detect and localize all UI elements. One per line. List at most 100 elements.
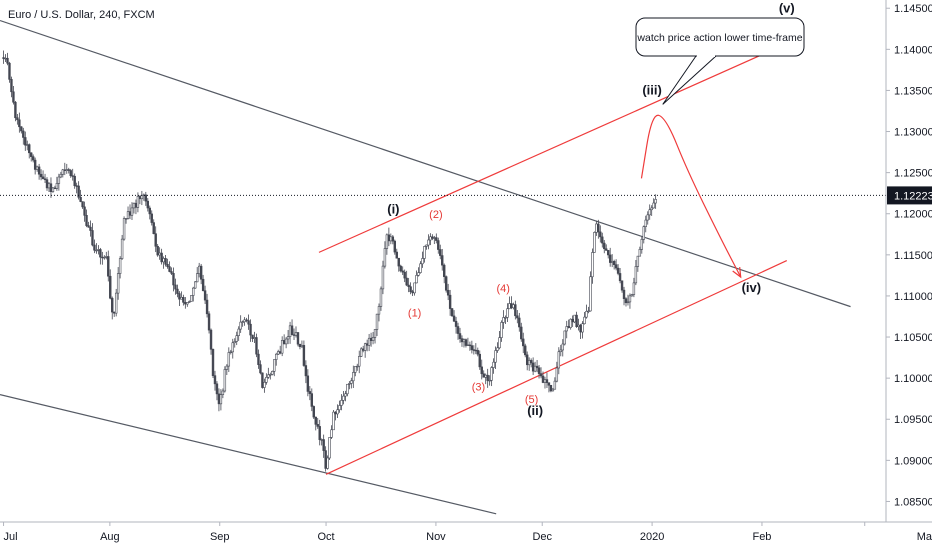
candle-body [377, 306, 381, 315]
candle-body [575, 314, 578, 328]
candle-body [273, 359, 276, 372]
candle-body [537, 367, 541, 374]
candle-body [231, 342, 234, 353]
candle-body [73, 175, 76, 186]
candle-body [81, 201, 84, 208]
wave-label-minor: (4) [497, 283, 510, 295]
candle-body [407, 284, 410, 288]
price-axis: 1.14500 1.14000 1.13500 1.13000 1.12500 1.120… [885, 0, 932, 522]
candle-body [468, 344, 472, 347]
candle-body [89, 226, 92, 231]
candle-body [650, 207, 653, 211]
candle-body [618, 273, 622, 282]
candle-body [83, 206, 86, 216]
candle-body [387, 234, 391, 242]
candle-body [545, 379, 549, 383]
candle-body [99, 249, 102, 258]
candle-body [626, 301, 630, 304]
candle-body [636, 255, 640, 267]
candle-body [43, 178, 47, 180]
candle-body [93, 244, 96, 251]
candle-body [535, 365, 539, 369]
candle-body [241, 321, 244, 323]
candle-body [124, 218, 128, 220]
candle-body [79, 196, 82, 202]
candle-body [85, 215, 88, 226]
candle-body [251, 334, 254, 339]
candle-body [75, 185, 78, 187]
candle-body [253, 337, 256, 339]
candle-body [114, 292, 118, 314]
candle-body [113, 311, 116, 314]
candle-body [138, 196, 142, 200]
candle-body [277, 351, 280, 355]
candle-body [330, 429, 333, 438]
candle-body [427, 239, 430, 246]
candle-body [610, 261, 614, 263]
candle-body [413, 282, 416, 294]
candle-body [450, 308, 454, 317]
candle-body [69, 170, 72, 176]
candle-body [565, 326, 568, 332]
candle-body [358, 356, 361, 367]
candle-body [286, 336, 290, 340]
candle-body [245, 319, 248, 321]
price-tick-label: 1.11500 [894, 250, 932, 262]
current-price-label: 1.12223 [894, 190, 932, 202]
candle-body [369, 337, 373, 341]
candle-body [31, 156, 35, 161]
candle-body [334, 411, 337, 415]
candle-body [150, 213, 153, 223]
candle-body [57, 176, 61, 184]
candle-body [239, 321, 242, 330]
candle-body [51, 187, 55, 192]
candle-body [490, 367, 493, 381]
candle-body [567, 326, 570, 328]
candle-body [531, 362, 535, 372]
candle-body [401, 270, 404, 273]
candle-body [67, 169, 70, 171]
candle-body [350, 380, 353, 384]
candle-body [249, 323, 252, 336]
candle-body [421, 258, 424, 265]
candle-body [373, 329, 377, 338]
candle-body [354, 366, 357, 373]
trendline-upper-downtrend [0, 19, 851, 308]
candle-body [120, 238, 124, 259]
candle-body [144, 194, 148, 202]
candle-body [243, 319, 246, 323]
candle-body [614, 264, 618, 269]
price-axis-bg [886, 0, 932, 522]
price-tick-label: 1.14000 [894, 44, 932, 56]
candle-body [308, 391, 312, 394]
candle-body [585, 311, 588, 318]
candle-body [97, 249, 100, 251]
candle-body [340, 400, 343, 406]
candle-body [587, 310, 590, 313]
candle-body [61, 169, 65, 175]
candle-body [508, 303, 511, 310]
candle-body [539, 373, 543, 377]
candle-body [184, 302, 187, 305]
candle-body [583, 316, 586, 325]
candle-body [130, 207, 134, 216]
candle-body [194, 281, 197, 289]
candle-body [654, 199, 657, 204]
trendline-channel-upper [318, 43, 788, 253]
candle-body [91, 230, 94, 246]
candle-body [314, 416, 317, 425]
candle-body [282, 340, 286, 345]
candle-body [271, 371, 274, 375]
candle-body [257, 353, 260, 365]
candle-body [20, 126, 23, 132]
candle-body [255, 337, 258, 355]
candle-body [603, 242, 606, 250]
candle-body [344, 393, 347, 397]
candle-body [318, 426, 321, 440]
candle-body [227, 352, 231, 367]
candle-body [624, 298, 628, 304]
candle-body [192, 287, 195, 296]
candle-body [448, 294, 452, 309]
